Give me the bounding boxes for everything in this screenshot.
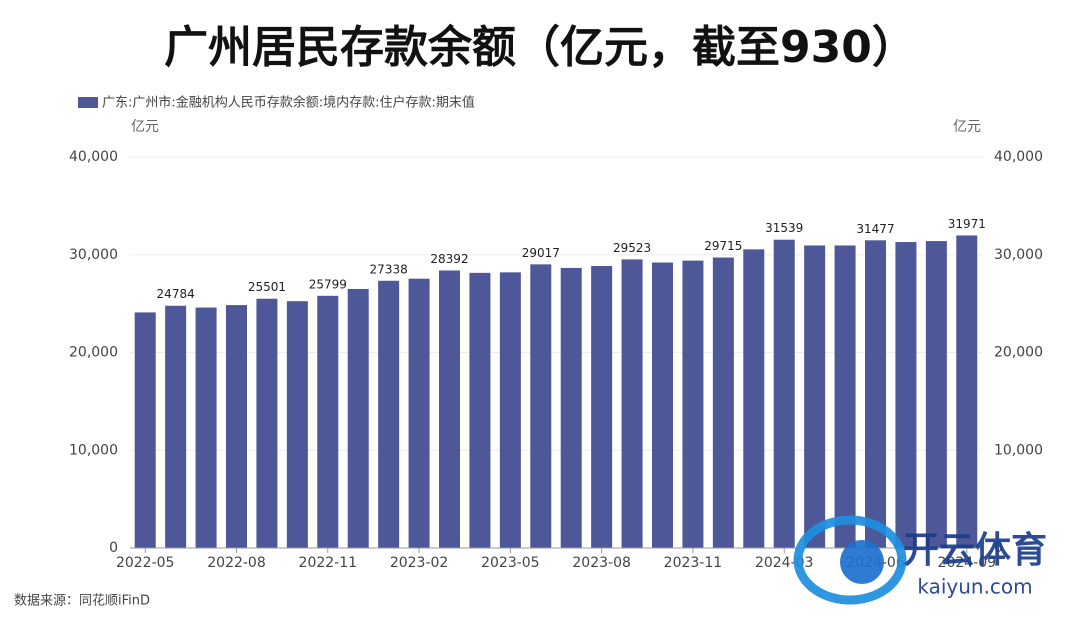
data-label: 31477 [856,222,894,236]
bar [256,298,278,548]
chart-title: 广州居民存款余额（亿元，截至930） [164,22,916,73]
data-label: 25501 [248,280,286,294]
source-note: 数据来源：同花顺iFinD [14,593,150,609]
x-tick-label: 2023-05 [481,555,540,571]
y2-unit: 亿元 [953,119,981,135]
bar [652,262,673,548]
x-tick-label: 2024-03 [755,555,814,571]
watermark-logo [840,540,884,584]
y-tick-label: 10,000 [69,442,118,458]
legend-label: 广东:广州市:金融机构人民币存款余额:境内存款:住户存款:期末值 [102,95,475,111]
bar [865,240,886,549]
bar [408,278,430,548]
x-tick-label: 2022-05 [116,555,175,571]
bar [439,270,460,548]
x-tick-label: 2023-02 [390,555,449,571]
bar [925,241,947,548]
x-tick-label: 2022-08 [207,555,266,571]
data-label: 27338 [370,262,408,276]
x-tick-label: 2024-09 [938,555,997,571]
y-tick-label: 0 [109,540,118,556]
y2-tick-label: 40,000 [994,149,1043,165]
bar [378,280,400,548]
y2-tick-label: 10,000 [994,442,1043,458]
bar [743,249,765,548]
watermark: 开云体育 kaiyun.com [793,515,1047,605]
y-tick-label: 20,000 [69,345,118,361]
bar [347,288,369,548]
data-label: 29017 [522,246,560,260]
data-label: 25799 [309,277,347,291]
data-label: 29523 [613,241,651,255]
bar [499,272,521,548]
bar [226,305,247,548]
bar [134,312,156,548]
y2-tick-label: 20,000 [994,345,1043,361]
bar [195,307,217,548]
bar [530,264,552,548]
bar [804,245,826,548]
bar [773,239,795,548]
legend-swatch [78,97,98,108]
data-label: 24784 [157,287,195,301]
bar [317,295,339,548]
watermark-logo [793,515,907,605]
bar [286,301,308,548]
bar [591,265,613,548]
bar [712,257,734,548]
bar [682,260,704,548]
watermark-name: 开云体育 [903,530,1047,571]
bar [895,242,917,549]
data-label: 31971 [948,217,986,231]
bar [560,267,582,548]
bar [621,259,643,548]
y-unit: 亿元 [131,119,159,135]
data-label: 28392 [430,252,468,266]
bar [165,305,187,548]
bar [956,235,978,549]
data-label: 31539 [765,221,803,235]
data-label: 29715 [704,239,742,253]
bar [469,272,491,548]
x-tick-label: 2022-11 [299,555,358,571]
y2-tick-label: 0 [994,540,1003,556]
watermark-url: kaiyun.com [917,575,1032,599]
x-tick-label: 2023-11 [664,555,723,571]
y-tick-label: 30,000 [69,247,118,263]
x-tick-label: 2023-08 [572,555,631,571]
y-tick-label: 40,000 [69,149,118,165]
y2-tick-label: 30,000 [994,247,1043,263]
bar [834,245,856,548]
